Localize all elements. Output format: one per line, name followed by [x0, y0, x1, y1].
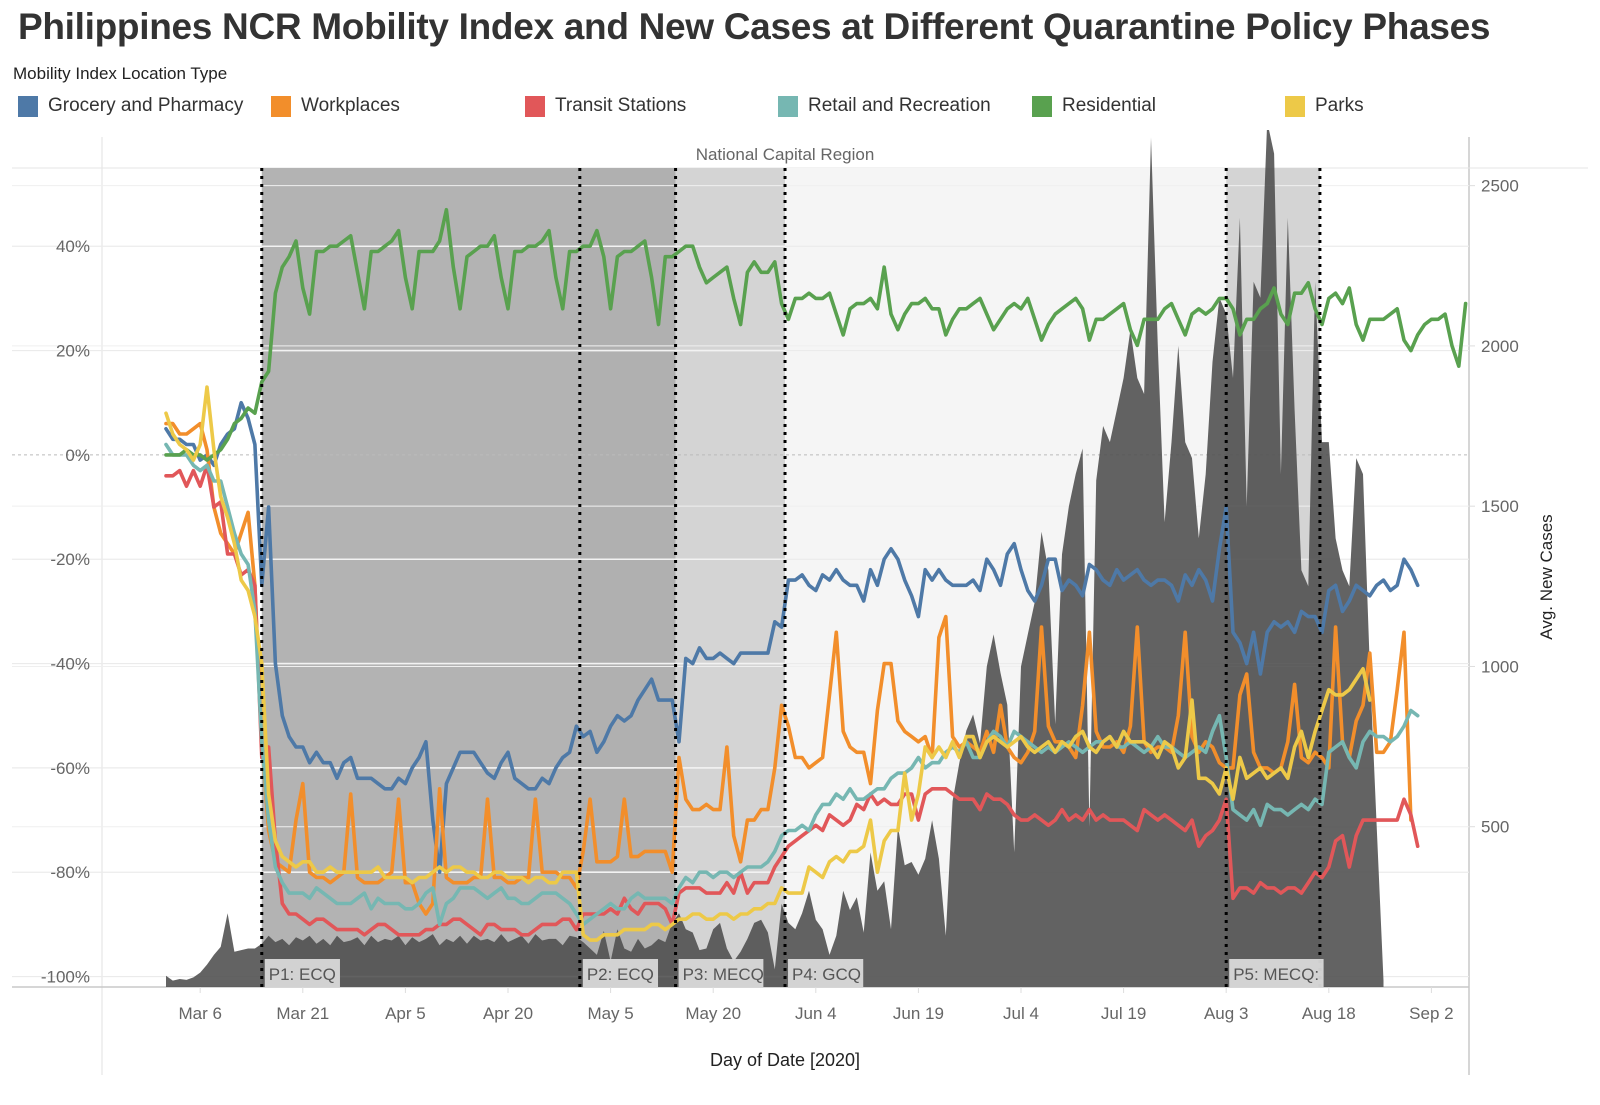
phase-label-box	[264, 959, 340, 987]
x-tick-label: Sep 2	[1409, 1004, 1453, 1023]
x-tick-label: Jun 4	[795, 1004, 837, 1023]
x-tick-label: Aug 18	[1302, 1004, 1356, 1023]
x-axis: Mar 6 Mar 21 Apr 5 Apr 20 May 5 May 20 Jun 4 Ju…	[178, 987, 1454, 1023]
series-line-workplaces	[164, 421, 1413, 916]
phase-region-3	[675, 168, 786, 987]
cases-area	[166, 130, 1384, 987]
y-right-tick-label: 1000	[1481, 657, 1519, 676]
phase-label-box	[788, 959, 864, 987]
x-tick-label: Jul 4	[1003, 1004, 1039, 1023]
y-right-tick-label: 500	[1481, 818, 1509, 837]
legend-title: Mobility Index Location Type	[13, 64, 228, 83]
y-axis-left: 40% 20% 0% -20% -40% -60% -80% -100%	[41, 237, 90, 986]
y-right-tick-label: 2000	[1481, 337, 1519, 356]
legend-item-workplaces[interactable]: Workplaces	[271, 94, 400, 118]
legend-label-transit: Transit Stations	[555, 95, 687, 116]
panel-title: National Capital Region	[696, 145, 875, 164]
phase-label-box	[678, 959, 764, 987]
x-tick-label: Jul 19	[1101, 1004, 1146, 1023]
x-axis-label: Day of Date [2020]	[710, 1050, 860, 1070]
chart-svg: National Capital Region P1: ECQ P2: ECQ P3…	[12, 130, 1588, 1075]
phase-label: P4: GCQ	[792, 965, 861, 984]
y-left-tick-label: -80%	[50, 863, 90, 882]
cases-area-path	[166, 130, 1384, 987]
y-left-tick-label: 40%	[56, 237, 90, 256]
phase-label: P1: ECQ	[269, 965, 336, 984]
series-line-transit-stations	[164, 463, 1420, 937]
y-left-tick-label: -100%	[41, 968, 90, 987]
legend-swatch-grocery	[18, 95, 38, 117]
x-tick-label: Aug 3	[1204, 1004, 1248, 1023]
legend: Grocery and Pharmacy Workplaces Transit …	[18, 94, 1578, 120]
x-tick-label: Apr 5	[385, 1004, 426, 1023]
chart-title: Philippines NCR Mobility Index and New C…	[18, 6, 1491, 47]
series-line-retail-and-recreation	[164, 442, 1420, 927]
legend-label-grocery: Grocery and Pharmacy	[48, 95, 244, 116]
phase-label: P5: MECQ:	[1233, 965, 1319, 984]
y-right-tick-label: 2500	[1481, 177, 1519, 196]
phase-label-box	[1229, 959, 1324, 987]
legend-swatch-residential	[1032, 95, 1052, 117]
mobility-lines	[164, 207, 1468, 942]
phase-labels: P1: ECQ P2: ECQ P3: MECQ P4: GCQ P5: MECQ:	[264, 959, 1324, 987]
legend-label-workplaces: Workplaces	[301, 95, 400, 116]
y-left-tick-label: 20%	[56, 342, 90, 361]
y-left-tick-label: -40%	[50, 655, 90, 674]
legend-swatch-transit	[525, 95, 545, 117]
x-tick-label: Jun 19	[893, 1004, 944, 1023]
phase-label: P2: ECQ	[587, 965, 654, 984]
legend-swatch-parks	[1285, 95, 1305, 117]
series-line-grocery-and-pharmacy	[164, 400, 1420, 874]
x-tick-label: Apr 20	[483, 1004, 533, 1023]
legend-item-retail[interactable]: Retail and Recreation	[778, 94, 991, 118]
x-tick-label: May 5	[587, 1004, 633, 1023]
y-left-tick-label: -60%	[50, 759, 90, 778]
legend-item-grocery[interactable]: Grocery and Pharmacy	[18, 94, 243, 118]
legend-label-retail: Retail and Recreation	[808, 95, 991, 116]
y-axis-right-label: Avg. New Cases	[1537, 514, 1556, 639]
legend-swatch-retail	[778, 95, 798, 117]
phase-boundaries	[260, 168, 1322, 987]
legend-label-residential: Residential	[1062, 95, 1156, 116]
legend-swatch-workplaces	[271, 95, 291, 117]
phase-label-box	[582, 959, 659, 987]
legend-label-parks: Parks	[1315, 95, 1364, 116]
series-line-parks	[164, 385, 1372, 942]
x-tick-label: Mar 21	[276, 1004, 329, 1023]
phase-region-1	[261, 168, 580, 987]
series-line-residential	[164, 207, 1468, 462]
y-left-tick-label: -20%	[50, 550, 90, 569]
x-tick-label: Mar 6	[178, 1004, 221, 1023]
x-tick-label: May 20	[685, 1004, 741, 1023]
legend-item-parks[interactable]: Parks	[1285, 94, 1364, 118]
y-right-tick-label: 1500	[1481, 497, 1519, 516]
y-axis-right: 2500 2000 1500 1000 500	[1469, 177, 1519, 837]
y-left-tick-label: 0%	[65, 446, 90, 465]
legend-item-residential[interactable]: Residential	[1032, 94, 1156, 118]
legend-item-transit[interactable]: Transit Stations	[525, 94, 686, 118]
phase-label: P3: MECQ	[683, 965, 764, 984]
